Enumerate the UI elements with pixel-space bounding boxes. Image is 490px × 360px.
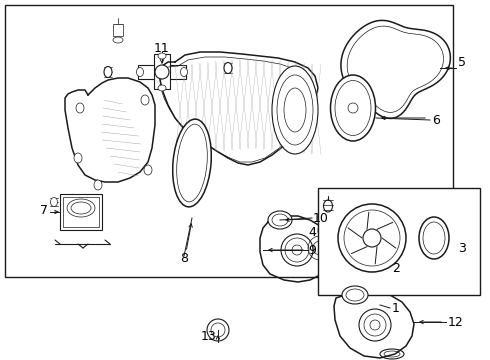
- Ellipse shape: [141, 95, 149, 105]
- Ellipse shape: [74, 153, 82, 163]
- Bar: [60, 194, 102, 230]
- Ellipse shape: [144, 165, 152, 175]
- Bar: [63, 197, 99, 227]
- Text: 6: 6: [432, 113, 440, 126]
- Bar: [318, 188, 480, 295]
- Bar: [5, 5, 453, 277]
- Text: 5: 5: [458, 55, 466, 68]
- Text: 9: 9: [308, 243, 316, 256]
- Ellipse shape: [172, 119, 211, 207]
- Text: 3: 3: [458, 242, 466, 255]
- Ellipse shape: [419, 217, 449, 259]
- Text: 10: 10: [313, 211, 329, 225]
- Text: 2: 2: [392, 261, 400, 274]
- Ellipse shape: [158, 53, 166, 59]
- Ellipse shape: [155, 65, 169, 79]
- Text: 4: 4: [308, 225, 316, 238]
- Ellipse shape: [137, 68, 144, 77]
- Ellipse shape: [323, 200, 333, 212]
- Ellipse shape: [330, 75, 375, 141]
- Ellipse shape: [268, 211, 292, 229]
- Text: 1: 1: [392, 302, 400, 315]
- Text: 8: 8: [180, 252, 188, 265]
- Text: 7: 7: [40, 203, 48, 216]
- Ellipse shape: [50, 198, 57, 207]
- Text: 11: 11: [154, 41, 170, 54]
- Bar: [113, 24, 123, 36]
- Ellipse shape: [104, 67, 112, 77]
- Ellipse shape: [158, 85, 166, 91]
- Ellipse shape: [94, 180, 102, 190]
- Ellipse shape: [207, 319, 229, 341]
- Text: 13: 13: [200, 330, 216, 343]
- Bar: [138, 65, 186, 79]
- Ellipse shape: [272, 66, 318, 154]
- Ellipse shape: [180, 68, 188, 77]
- Ellipse shape: [338, 204, 406, 272]
- Ellipse shape: [359, 309, 391, 341]
- Ellipse shape: [342, 286, 368, 304]
- Ellipse shape: [224, 63, 232, 73]
- Ellipse shape: [76, 103, 84, 113]
- Text: 12: 12: [448, 315, 464, 328]
- Ellipse shape: [281, 234, 313, 266]
- Bar: [154, 54, 170, 89]
